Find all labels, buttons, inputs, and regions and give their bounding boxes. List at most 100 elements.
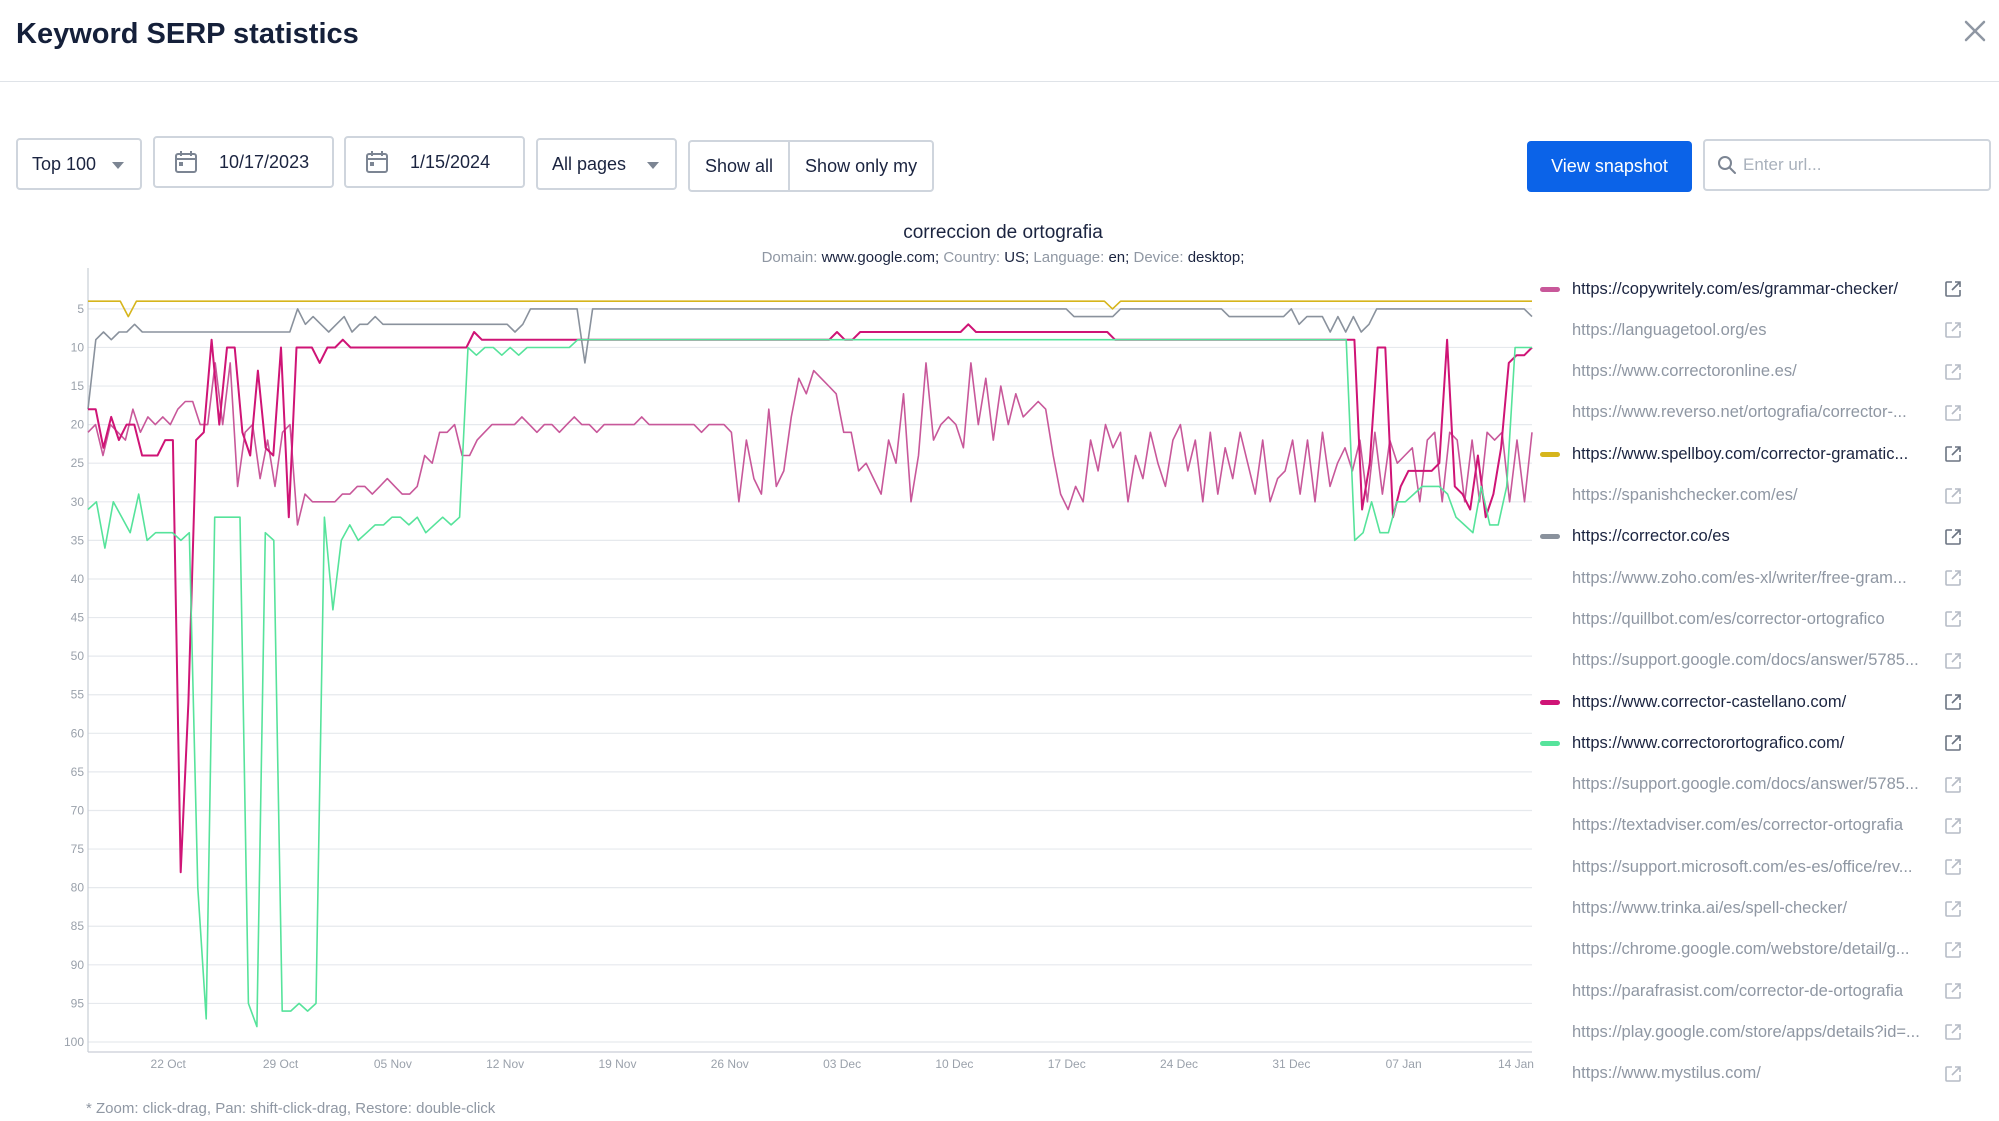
legend-item[interactable]: https://www.correctorortografico.com/ bbox=[1540, 728, 1970, 758]
y-tick-label: 10 bbox=[71, 340, 85, 354]
external-link-icon[interactable] bbox=[1944, 652, 1962, 670]
legend-item[interactable]: https://www.mystilus.com/ bbox=[1540, 1059, 1970, 1089]
legend-item[interactable]: https://copywritely.com/es/grammar-check… bbox=[1540, 274, 1970, 304]
external-link-icon[interactable] bbox=[1944, 817, 1962, 835]
filter-toggle-group: Show all Show only my bbox=[688, 140, 935, 192]
legend-swatch bbox=[1540, 865, 1560, 870]
legend-swatch bbox=[1540, 328, 1560, 333]
legend-item[interactable]: https://spanishchecker.com/es/ bbox=[1540, 481, 1970, 511]
legend-item[interactable]: https://support.google.com/docs/answer/5… bbox=[1540, 770, 1970, 800]
legend-swatch bbox=[1540, 823, 1560, 828]
pages-select[interactable]: All pages bbox=[536, 138, 677, 190]
date-to-value: 1/15/2024 bbox=[410, 151, 491, 172]
legend-item[interactable]: https://www.corrector-castellano.com/ bbox=[1540, 687, 1970, 717]
dialog-title: Keyword SERP statistics bbox=[16, 18, 359, 50]
x-tick-label: 03 Dec bbox=[823, 1057, 861, 1071]
y-tick-label: 50 bbox=[71, 649, 85, 663]
external-link-icon[interactable] bbox=[1944, 1065, 1962, 1083]
legend-swatch bbox=[1540, 451, 1560, 457]
external-link-icon[interactable] bbox=[1944, 693, 1962, 711]
external-link-icon[interactable] bbox=[1944, 321, 1962, 339]
serp-position-chart[interactable]: 5 10 15 20 25 30 35 40 45 50 55 60 65 70 75 80 85 90 95 100… bbox=[0, 0, 1540, 1090]
legend-label: https://textadviser.com/es/corrector-ort… bbox=[1572, 816, 1904, 835]
country-value: US; bbox=[1004, 249, 1030, 266]
series-line bbox=[87, 308, 1533, 410]
legend-swatch bbox=[1540, 699, 1560, 705]
legend-label: https://www.zoho.com/es-xl/writer/free-g… bbox=[1572, 568, 1907, 587]
legend-item[interactable]: https://www.zoho.com/es-xl/writer/free-g… bbox=[1540, 563, 1970, 593]
legend-item[interactable]: https://parafrasist.com/corrector-de-ort… bbox=[1540, 976, 1970, 1006]
legend-label: https://quillbot.com/es/corrector-ortogr… bbox=[1572, 609, 1885, 628]
x-tick-label: 07 Jan bbox=[1386, 1057, 1422, 1071]
legend-item[interactable]: https://support.google.com/docs/answer/5… bbox=[1540, 646, 1970, 676]
series-line bbox=[87, 362, 1533, 526]
legend-label: https://languagetool.org/es bbox=[1572, 320, 1767, 339]
y-tick-label: 30 bbox=[71, 495, 85, 509]
y-tick-label: 90 bbox=[71, 958, 85, 972]
legend-item[interactable]: https://play.google.com/store/apps/detai… bbox=[1540, 1017, 1970, 1047]
external-link-icon[interactable] bbox=[1944, 487, 1962, 505]
x-tick-label: 24 Dec bbox=[1160, 1057, 1198, 1071]
external-link-icon[interactable] bbox=[1944, 528, 1962, 546]
legend-label: https://support.google.com/docs/answer/5… bbox=[1572, 775, 1919, 794]
date-to-field[interactable]: 1/15/2024 bbox=[344, 136, 525, 188]
device-label: Device: bbox=[1133, 249, 1184, 266]
legend-item[interactable]: https://support.microsoft.com/es-es/offi… bbox=[1540, 852, 1970, 882]
external-link-icon[interactable] bbox=[1944, 1023, 1962, 1041]
legend-item[interactable]: https://textadviser.com/es/corrector-ort… bbox=[1540, 811, 1970, 841]
x-tick-label: 10 Dec bbox=[935, 1057, 973, 1071]
legend-item[interactable]: https://corrector.co/es bbox=[1540, 522, 1970, 552]
legend-swatch bbox=[1540, 782, 1560, 787]
legend-label: https://www.correctoronline.es/ bbox=[1572, 362, 1797, 381]
chart-title: correccion de ortografia bbox=[903, 222, 1103, 243]
external-link-icon[interactable] bbox=[1944, 858, 1962, 876]
legend-swatch bbox=[1540, 658, 1560, 663]
external-link-icon[interactable] bbox=[1944, 900, 1962, 918]
domain-value: www.google.com; bbox=[821, 249, 940, 266]
external-link-icon[interactable] bbox=[1944, 610, 1962, 628]
legend-label: https://chrome.google.com/webstore/detai… bbox=[1572, 940, 1910, 959]
legend-label: https://www.reverso.net/ortografia/corre… bbox=[1572, 403, 1907, 422]
external-link-icon[interactable] bbox=[1944, 363, 1962, 381]
external-link-icon[interactable] bbox=[1944, 941, 1962, 959]
top-select-value: Top 100 bbox=[32, 153, 97, 174]
external-link-icon[interactable] bbox=[1944, 776, 1962, 794]
legend-item[interactable]: https://www.reverso.net/ortografia/corre… bbox=[1540, 398, 1970, 428]
external-link-icon[interactable] bbox=[1944, 569, 1962, 587]
y-tick-label: 35 bbox=[71, 533, 85, 547]
y-tick-label: 95 bbox=[71, 996, 85, 1010]
country-label: Country: bbox=[943, 249, 1001, 266]
legend-item[interactable]: https://www.spellboy.com/corrector-grama… bbox=[1540, 439, 1970, 469]
series-line bbox=[87, 338, 1532, 1028]
legend-label: https://www.mystilus.com/ bbox=[1572, 1064, 1761, 1083]
legend-label: https://www.corrector-castellano.com/ bbox=[1572, 692, 1847, 711]
legend-swatch bbox=[1540, 286, 1560, 292]
close-icon[interactable] bbox=[1960, 16, 1990, 46]
external-link-icon[interactable] bbox=[1944, 445, 1962, 463]
top-select[interactable]: Top 100 bbox=[16, 138, 142, 190]
series-line bbox=[88, 323, 1533, 874]
device-value: desktop; bbox=[1187, 249, 1245, 266]
legend-item[interactable]: https://languagetool.org/es bbox=[1540, 315, 1970, 345]
show-all-button[interactable]: Show all bbox=[705, 155, 774, 176]
legend-item[interactable]: https://quillbot.com/es/corrector-ortogr… bbox=[1540, 604, 1970, 634]
y-tick-label: 45 bbox=[71, 611, 85, 625]
external-link-icon[interactable] bbox=[1944, 982, 1962, 1000]
external-link-icon[interactable] bbox=[1944, 404, 1962, 422]
show-only-my-button[interactable]: Show only my bbox=[788, 142, 932, 190]
external-link-icon[interactable] bbox=[1944, 280, 1962, 298]
legend-swatch bbox=[1540, 906, 1560, 911]
url-input[interactable] bbox=[1743, 143, 1983, 187]
legend-label: https://corrector.co/es bbox=[1572, 527, 1730, 546]
legend-item[interactable]: https://www.trinka.ai/es/spell-checker/ bbox=[1540, 894, 1970, 924]
y-tick-label: 70 bbox=[71, 803, 85, 817]
x-tick-label: 17 Dec bbox=[1048, 1057, 1086, 1071]
y-tick-label: 20 bbox=[71, 418, 85, 432]
legend-item[interactable]: https://chrome.google.com/webstore/detai… bbox=[1540, 935, 1970, 965]
legend-item[interactable]: https://www.correctoronline.es/ bbox=[1540, 357, 1970, 387]
external-link-icon[interactable] bbox=[1944, 734, 1962, 752]
date-from-field[interactable]: 10/17/2023 bbox=[153, 136, 334, 188]
language-value: en; bbox=[1108, 249, 1130, 266]
view-snapshot-button[interactable]: View snapshot bbox=[1527, 141, 1692, 192]
x-tick-label: 05 Nov bbox=[374, 1057, 412, 1071]
